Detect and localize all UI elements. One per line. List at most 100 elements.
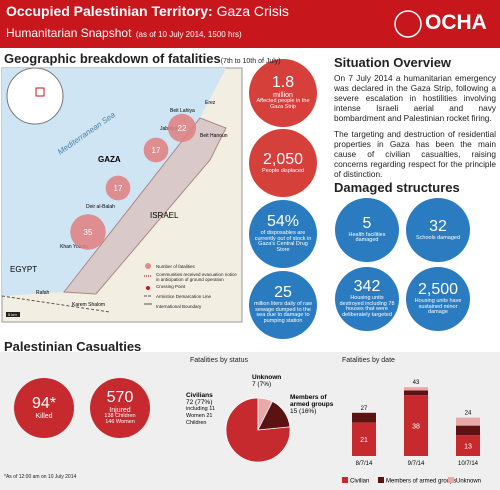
subtitle: Humanitarian Snapshot — [6, 26, 132, 40]
bar-segment — [352, 422, 376, 456]
pie-slice — [257, 400, 291, 431]
bar-value-label: 38 — [412, 424, 420, 431]
figure-part: 54% — [266, 213, 300, 231]
paragraph: The targeting and destruction of residen… — [334, 129, 496, 179]
legend-swatch — [448, 477, 454, 483]
figure-text: 25 million liters daily of raw sewage dum… — [253, 271, 313, 339]
title-note: (7th to 10th of July) — [220, 58, 281, 65]
fatality-label: 35 — [84, 228, 93, 237]
figure-part: 94* — [31, 394, 57, 412]
un-emblem — [394, 10, 422, 38]
legend-item: Communities received evacuation notice i… — [156, 272, 237, 282]
figure-part: Housing units destroyed including 78 hou… — [339, 294, 395, 319]
figure-part: 138 Children — [104, 413, 136, 420]
figure-part: 1.8 — [271, 74, 295, 92]
figure-circle — [90, 378, 150, 438]
header-subtitle: Humanitarian Snapshot (as of 10 July 201… — [6, 24, 242, 42]
figure-part: 25 — [274, 284, 292, 302]
legend-swatch — [342, 477, 348, 483]
place-label: Khan Younis — [60, 244, 88, 250]
legend-label: Members of armed groups — [386, 479, 456, 485]
legend-item: Crossing Point — [156, 284, 186, 289]
title-2: Gaza Crisis — [216, 3, 289, 19]
category: Members of armed groups — [290, 394, 334, 408]
figure-circle — [249, 271, 317, 339]
fatality-label: 22 — [178, 124, 187, 133]
header-title: Occupied Palestinian Territory: Gaza Cri… — [6, 3, 289, 19]
figure-part: Killed — [35, 412, 53, 420]
x-tick-label: 8/7/14 — [356, 461, 373, 467]
legend-label: Unknown — [456, 479, 481, 485]
pie-label: Members of armed groups 15 (16%) — [290, 394, 336, 415]
figure-part: Schools damaged — [415, 234, 461, 241]
boundary — [1, 295, 111, 313]
legend-swatch — [378, 477, 384, 483]
situation-title: Situation Overview — [334, 55, 452, 70]
figure-part: 5 — [362, 214, 372, 232]
figure-circle — [249, 59, 317, 127]
category: Unknown — [252, 374, 282, 381]
place-label: Deir al-Balah — [86, 204, 115, 210]
damaged-title: Damaged structures — [334, 180, 460, 195]
bar-total: 24 — [465, 411, 472, 417]
inset-highlight — [35, 87, 45, 97]
figure-text: 2,500 Housing units have sustained minor … — [410, 267, 466, 331]
place-label: Beit Lahiya — [170, 108, 195, 114]
title: Occupied Palestinian Territory: — [6, 3, 213, 19]
footnote: *As of 12:00 am on 10 July 2014 — [4, 474, 77, 480]
value-label: 15 (16%) — [290, 408, 317, 415]
figure-text: 5 Health facilities damaged — [339, 198, 395, 262]
x-tick-label: 9/7/14 — [408, 461, 425, 467]
figure-text: 54% of disposables are currently out of s… — [253, 200, 313, 268]
figure-circle — [406, 198, 470, 262]
legend-symbol — [146, 286, 150, 290]
fatality-label: 17 — [114, 184, 123, 193]
place-label: EGYPT — [10, 265, 37, 274]
map: Mediterranean Sea GAZA ISRAEL EGYPT Rafa… — [1, 67, 243, 323]
fatality-bubble — [167, 113, 197, 143]
figure-part: 2,050 — [262, 150, 304, 168]
figure-part: Health facilities damaged — [348, 231, 386, 244]
figure-part: Injured — [109, 406, 131, 414]
fatality-label: 17 — [152, 146, 161, 155]
figure-circle — [406, 267, 470, 331]
situation-text: On 7 July 2014 a humanitarian emergency … — [334, 73, 496, 179]
bar-value-label: 21 — [360, 437, 368, 444]
bar-total: 27 — [361, 406, 368, 412]
date: (as of 10 July 2014, 1500 hrs) — [135, 30, 242, 39]
legend-item: Number of fatalities — [156, 264, 195, 269]
bar-segment — [404, 395, 428, 456]
fatality-bubble — [143, 137, 169, 163]
pie-label: Unknown 7 (7%) — [252, 374, 292, 388]
place-label: Karem Shalom — [72, 302, 105, 308]
civilian-detail: including 11 Women 21 Children — [186, 406, 215, 426]
bar-total: 43 — [413, 380, 420, 386]
bar-segment — [404, 387, 428, 391]
legend-item: International Boundary — [156, 304, 202, 309]
scale-bar — [6, 312, 20, 317]
header-band — [0, 0, 500, 48]
figure-part: 146 Women — [105, 419, 135, 426]
place-label: Erez — [205, 100, 216, 106]
figure-text: 342 Housing units destroyed including 78 … — [339, 267, 395, 331]
logo: OCHA — [425, 11, 487, 34]
map-legend — [144, 263, 152, 305]
figure-part: People displaced — [262, 167, 304, 174]
figure-part: Affected people in the Gaza Strip — [256, 98, 310, 111]
place-label: Beit Hanoun — [200, 133, 228, 139]
bar-segment — [456, 435, 480, 456]
figure-text: 32 Schools damaged — [410, 198, 466, 262]
figure-part: 570 — [106, 389, 134, 407]
figure-text: 570 Injured 138 Children 146 Women — [94, 378, 146, 438]
figure-text: 2,050 People displaced — [253, 129, 313, 197]
pie-label: Civilians 72 (77%) including 11 Women 21 C… — [186, 392, 246, 427]
bar-segment — [352, 412, 376, 423]
bar-title: Fatalities by date — [342, 357, 395, 364]
figure-text: 94* Killed — [18, 378, 70, 438]
legend-symbol — [145, 263, 151, 269]
fatality-bubble — [70, 214, 106, 250]
figure-circle — [14, 378, 74, 438]
fatality-bubble — [105, 175, 131, 201]
figure-part: 2,500 — [417, 280, 459, 298]
